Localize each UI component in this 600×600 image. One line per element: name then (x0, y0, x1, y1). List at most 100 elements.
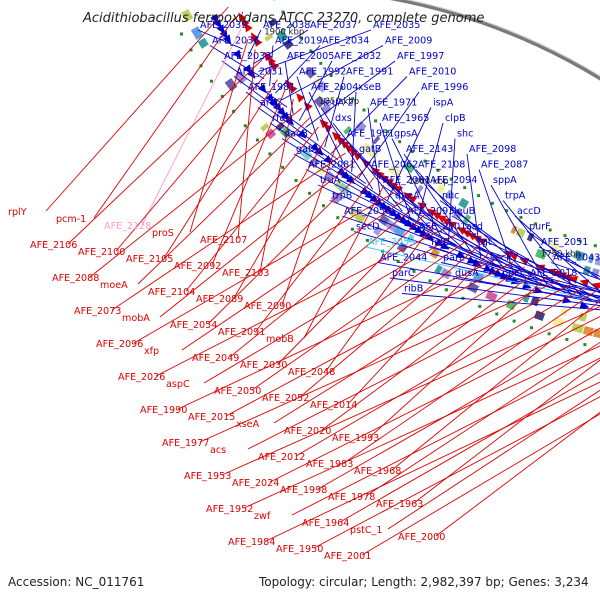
forward-gene-label: clpB (445, 113, 466, 124)
reverse-gene-label: AFE_2001 (324, 551, 371, 562)
position-marker (210, 79, 213, 83)
forward-gene-leader (280, 45, 384, 101)
reverse-gene-label: AFE_2052 (262, 393, 309, 404)
forward-gene-leader (386, 107, 432, 201)
forward-gene-arrow (269, 97, 279, 108)
position-marker (180, 32, 183, 36)
reverse-gene-leader (299, 245, 480, 398)
forward-gene-label: AFE_2143 (406, 144, 453, 155)
forward-gene-label: secD (356, 222, 380, 233)
feature-block (354, 211, 367, 224)
forward-gene-leader (499, 277, 600, 297)
reverse-gene-leader (111, 152, 346, 311)
position-marker (530, 326, 533, 330)
position-marker (268, 152, 272, 156)
reverse-gene-label: AFE_2073 (74, 306, 121, 317)
reverse-gene-leader (67, 59, 263, 245)
reverse-gene-leader (199, 279, 560, 443)
feature-block (392, 224, 406, 238)
forward-gene-label: AFE_2062 (371, 160, 418, 171)
reverse-gene-label: AFE_1993 (332, 433, 379, 444)
forward-gene-label: AFE_2031 (236, 67, 283, 78)
reverse-gene-leader (255, 177, 375, 332)
feature-block (276, 29, 289, 43)
forward-gene-leader (269, 45, 274, 86)
genome-summary: Topology: circular; Length: 2,982,397 bp… (258, 575, 589, 589)
feature-block (304, 67, 317, 79)
forward-gene-leader (475, 246, 600, 291)
reverse-gene-arrow (263, 51, 273, 62)
forward-gene-label: AFE_2108 (418, 160, 465, 171)
reverse-gene-label: AFE_2050 (214, 386, 261, 397)
feature-block (260, 122, 270, 132)
forward-gene-leader (275, 45, 321, 94)
feature-block (309, 156, 320, 168)
reverse-gene-leader (343, 291, 596, 464)
reverse-gene-label: AFE_1963 (376, 499, 423, 510)
reverse-gene-leader (269, 315, 600, 483)
reverse-gene-label: AFE_2015 (188, 412, 235, 423)
forward-gene-leader (392, 200, 566, 294)
position-marker (519, 215, 523, 219)
forward-gene-label: AFE_2018 (530, 268, 577, 279)
forward-gene-leader (221, 60, 288, 108)
forward-gene-label: AFE_2037 (310, 20, 357, 31)
reverse-gene-leader (251, 239, 469, 391)
position-marker (281, 165, 285, 169)
forward-gene-leader (308, 91, 346, 166)
reverse-gene-leader (347, 251, 491, 405)
reverse-gene-label: AFE_2096 (96, 339, 143, 350)
forward-gene-leader (466, 153, 482, 259)
forward-gene-leader (257, 107, 366, 184)
forward-gene-label: AFE_1965 (382, 113, 429, 124)
reverse-gene-leader (207, 169, 365, 325)
reverse-gene-leader (189, 38, 249, 233)
position-marker (351, 97, 355, 101)
forward-gene-leader (439, 200, 575, 297)
position-marker (386, 130, 390, 133)
forward-gene-leader (452, 277, 600, 302)
reverse-gene-label: mobB (266, 334, 294, 345)
forward-gene-arrow (384, 205, 394, 214)
position-marker (449, 177, 453, 181)
reverse-gene-label: AFE_1950 (276, 544, 323, 555)
reverse-gene-label: AFE_2014 (310, 400, 357, 411)
feature-block (405, 233, 415, 243)
reverse-gene-leader (317, 327, 600, 490)
reverse-gene-label: AFE_2104 (148, 287, 195, 298)
position-marker (478, 304, 482, 308)
feature-block (594, 256, 600, 266)
reverse-gene-leader (163, 79, 278, 259)
reverse-gene-leader (303, 185, 385, 339)
reverse-gene-arrow (456, 227, 467, 235)
forward-gene-leader (233, 76, 313, 135)
forward-gene-label: AFE_2033 (224, 51, 271, 62)
reverse-gene-label: AFE_2128 (104, 221, 151, 232)
reverse-gene-label: AFE_2106 (30, 240, 77, 251)
forward-gene-leader (247, 29, 262, 57)
feature-block (429, 248, 440, 259)
forward-gene-label: AFE_2032 (334, 51, 381, 62)
reverse-gene-leader (233, 135, 328, 299)
forward-gene-leader (296, 76, 319, 141)
position-marker (220, 94, 224, 98)
position-marker (308, 191, 312, 195)
forward-gene-label: truA (320, 175, 341, 186)
reverse-gene-leader (181, 199, 405, 351)
reverse-gene-arrow (579, 279, 590, 287)
position-marker (281, 10, 285, 14)
forward-gene-label: AFE_2101 (419, 222, 466, 233)
forward-gene-leader (538, 246, 600, 277)
forward-gene-arrow (210, 13, 219, 24)
position-marker (410, 150, 414, 154)
position-marker (243, 124, 247, 128)
reverse-gene-label: mobA (122, 313, 150, 324)
reverse-gene-arrow (323, 123, 333, 133)
feature-block (485, 290, 498, 302)
position-marker (547, 332, 551, 336)
forward-gene-arrow (232, 49, 242, 60)
reverse-gene-label: xseA (236, 419, 260, 430)
forward-gene-label: dacB (284, 129, 308, 140)
reverse-gene-label: aspC (166, 379, 190, 390)
